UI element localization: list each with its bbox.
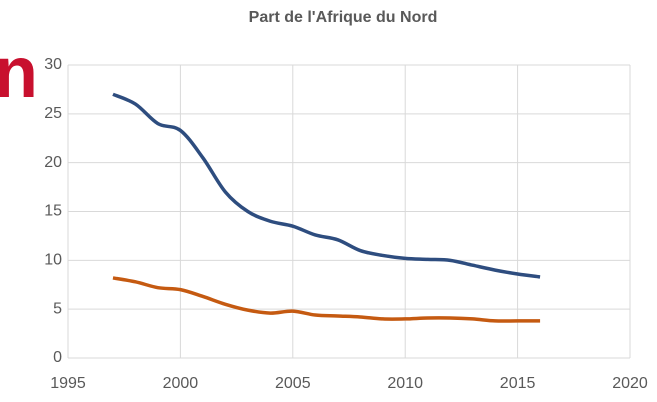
- x-tick-label: 2010: [387, 375, 423, 392]
- series-line: [112, 276, 541, 323]
- y-tick-label: 25: [44, 105, 62, 122]
- chart-title: Part de l'Afrique du Nord: [249, 9, 438, 26]
- y-tick-label: 15: [44, 203, 62, 220]
- x-tick-label: 2000: [163, 375, 199, 392]
- x-tick-label: 2005: [275, 375, 311, 392]
- y-tick-label: 0: [53, 349, 62, 366]
- x-tick-label: 2015: [500, 375, 536, 392]
- y-tick-label: 30: [44, 56, 62, 73]
- y-tick-label: 10: [44, 252, 62, 269]
- x-tick-label: 2020: [612, 375, 648, 392]
- x-tick-label: 1995: [50, 375, 86, 392]
- y-tick-label: 5: [53, 300, 62, 317]
- y-tick-label: 20: [44, 154, 62, 171]
- series-line: [112, 92, 541, 279]
- annotation: n: [0, 33, 38, 113]
